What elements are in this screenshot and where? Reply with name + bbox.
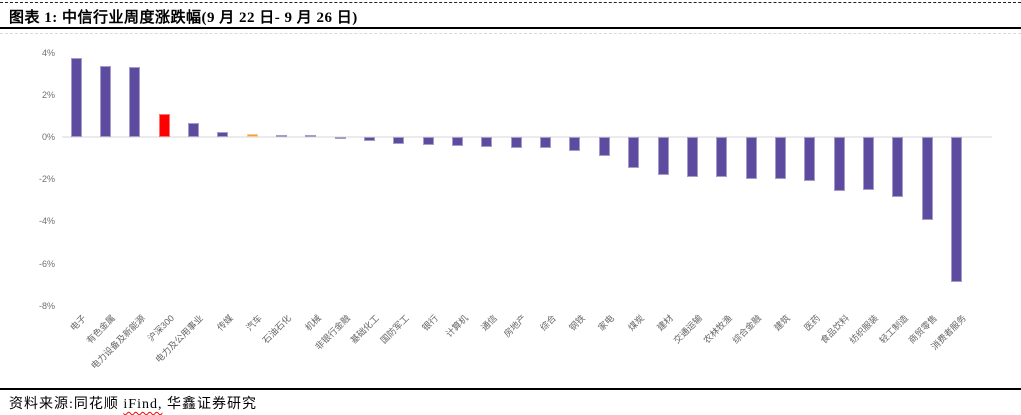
bar-商贸零售 [922,137,933,221]
bar-国防军工 [393,137,404,145]
x-tick-label: 电子 [68,313,89,333]
x-tick-label: 建材 [655,313,676,333]
x-tick-label: 综合金融 [730,313,764,346]
x-tick-label: 国防军工 [378,313,411,346]
bar-纺织服装 [863,137,874,190]
zero-axis-line [62,136,992,138]
x-tick-label: 银行 [420,313,441,333]
source-note-prefix: 资料来源:同花顺 [9,397,124,412]
x-tick-label: 综合 [537,313,558,333]
bar-有色金属 [100,66,111,137]
x-tick-label: 交通运输 [671,313,705,346]
bar-传媒 [217,131,228,137]
bar-电力设备及新能源 [129,67,140,137]
source-note: 资料来源:同花顺 iFind, 华鑫证券研究 [9,393,257,413]
y-tick-label: 0% [41,132,55,142]
bar-钢铁 [569,137,580,151]
x-tick-label: 基础化工 [349,313,382,346]
bar-沪深300 [159,113,170,137]
bar-基础化工 [364,137,375,142]
bar-建筑 [775,137,786,180]
bar-石油石化 [276,134,287,137]
bar-非银行金融 [335,137,346,140]
bar-医药 [804,137,815,182]
x-tick-label: 房地产 [502,313,529,340]
x-tick-label: 电力设备及新能源 [88,313,147,371]
source-note-ifind: iFind, [123,397,163,412]
x-tick-label: 医药 [802,313,822,333]
x-tick-label: 食品饮料 [818,313,852,346]
x-tick-label: 石油石化 [260,313,294,346]
bar-通信 [481,137,492,147]
bar-交通运输 [687,137,698,178]
source-note-suffix: 华鑫证券研究 [162,397,257,412]
bar-房地产 [511,137,522,148]
x-tick-label: 轻工制造 [877,313,910,346]
x-tick-label: 通信 [479,313,499,333]
y-tick-label: -2% [38,174,55,185]
bar-银行 [423,137,434,146]
y-tick-label: -6% [38,258,55,269]
x-tick-label: 建筑 [772,313,793,333]
bar-轻工制造 [892,137,903,198]
x-tick-label: 传媒 [215,313,235,333]
title-divider [0,27,1021,29]
bar-农林牧渔 [716,137,727,178]
bar-计算机 [452,137,463,147]
x-tick-label: 计算机 [443,313,470,340]
x-tick-label: 农林牧渔 [701,313,734,346]
top-dashed-rule [0,2,1021,3]
y-tick-label: 2% [41,89,55,100]
footer-divider [0,388,1021,390]
bar-电子 [71,57,82,137]
y-tick-label: 4% [41,47,55,58]
figure-title: 图表 1: 中信行业周度涨跌幅(9 月 22 日- 9 月 26 日) [9,10,358,26]
x-tick-label: 家电 [596,313,617,333]
y-tick-label: -4% [38,216,55,227]
bar-电力及公用事业 [188,123,199,137]
bar-煤炭 [628,137,639,168]
bar-机械 [305,134,316,137]
bar-汽车 [247,134,258,137]
bar-家电 [599,137,610,156]
bar-综合金融 [746,137,757,180]
x-tick-label: 机械 [303,313,323,333]
bar-综合 [540,137,551,148]
x-tick-label: 汽车 [244,313,265,333]
x-tick-label: 纺织服装 [847,313,881,346]
bar-消费者服务 [951,137,962,282]
x-tick-label: 煤炭 [625,313,646,333]
title-sub-divider [0,33,1021,34]
x-tick-label: 钢铁 [567,313,588,333]
y-tick-label: -8% [38,300,55,311]
bar-食品饮料 [834,137,845,191]
bar-建材 [658,137,669,175]
